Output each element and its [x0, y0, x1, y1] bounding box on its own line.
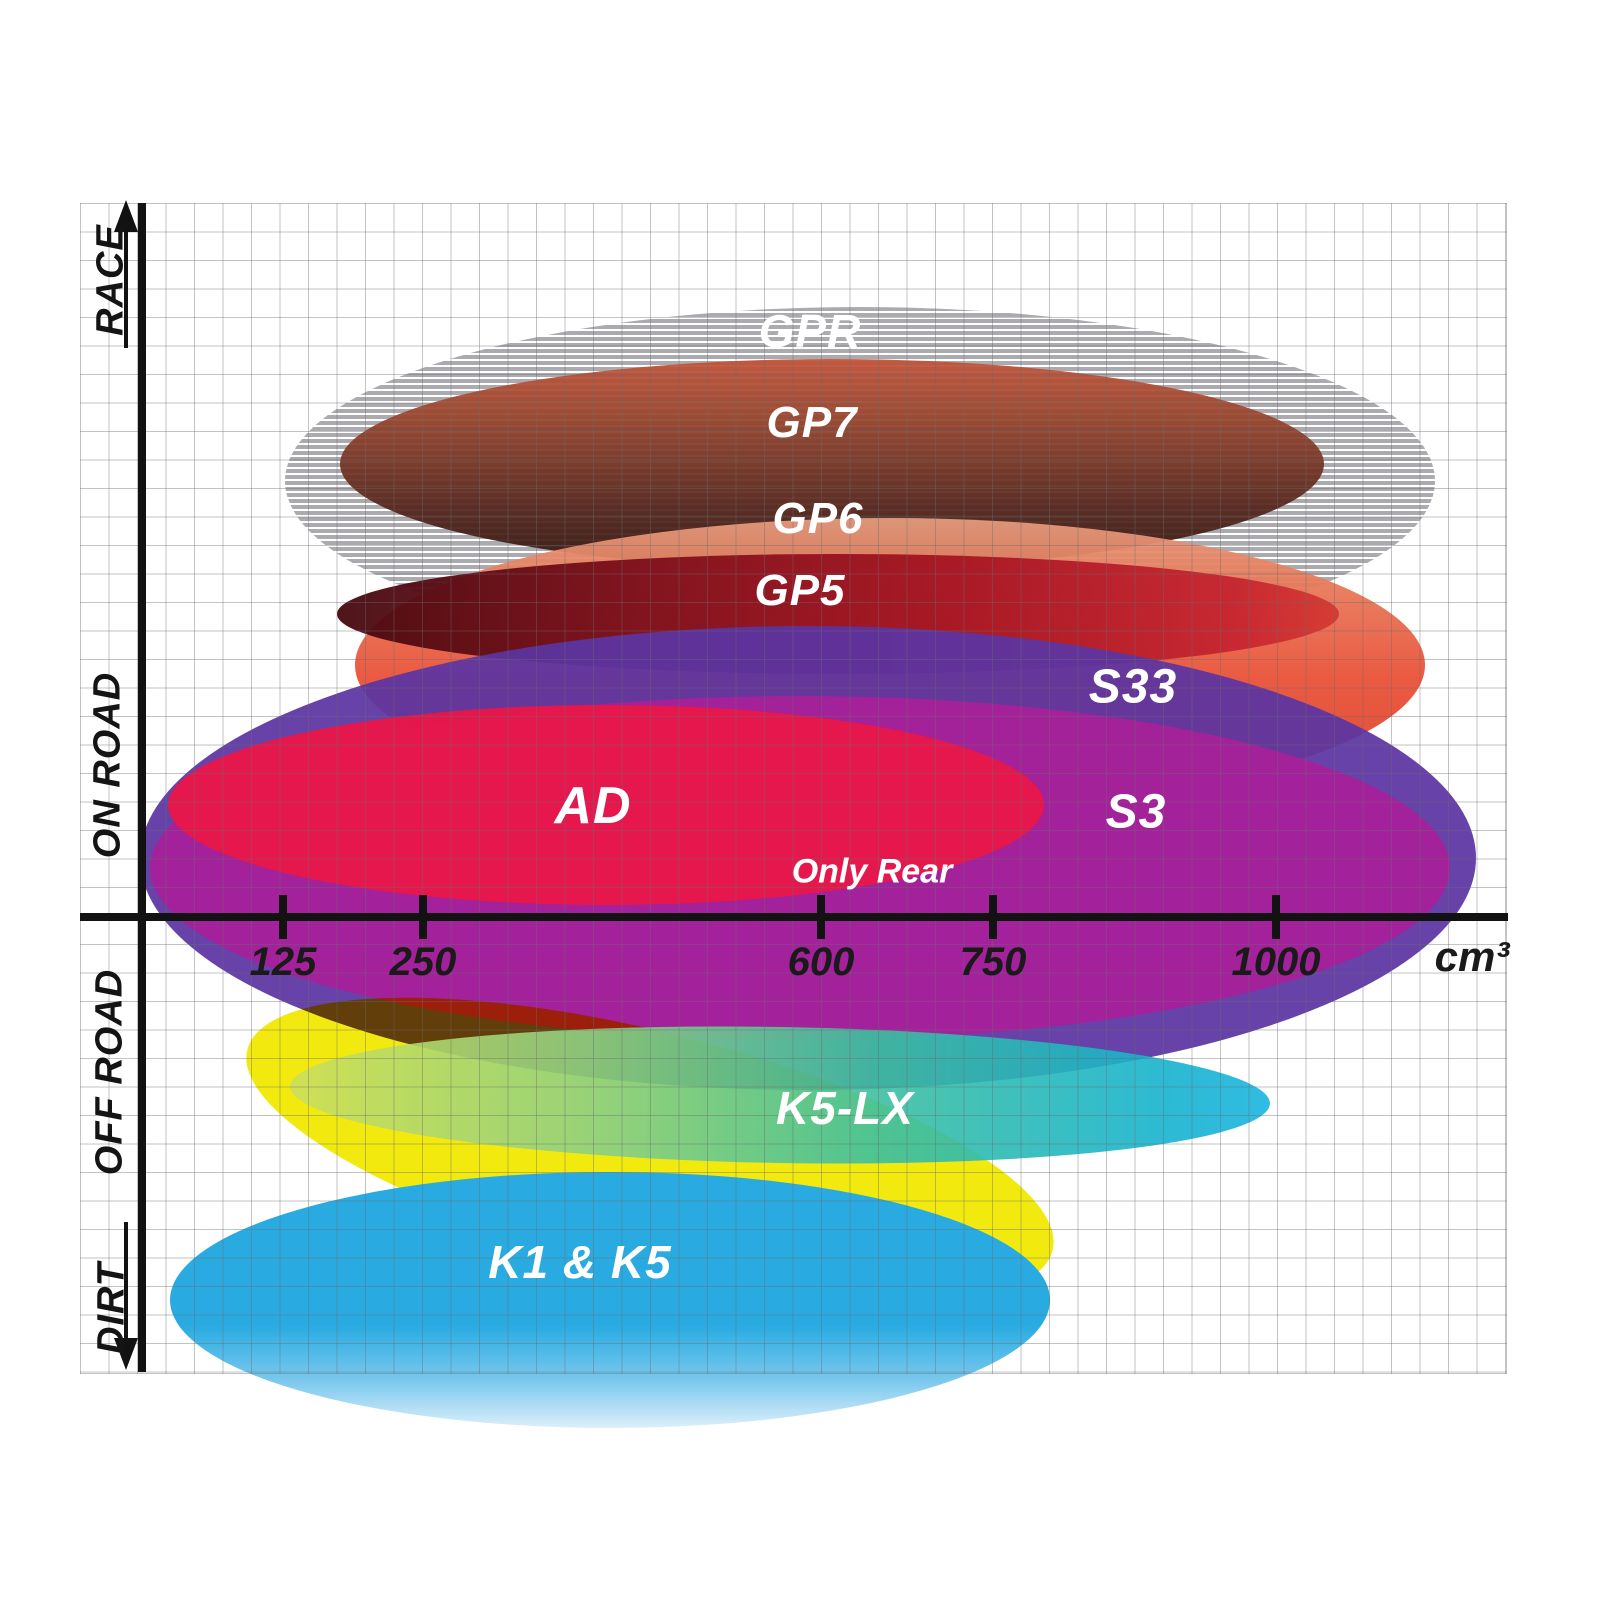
- y-axis-line: [138, 203, 146, 1372]
- region-label-gp7: GP7: [766, 398, 858, 447]
- x-tick-label-1000: 1000: [1231, 940, 1321, 984]
- x-tick-250: [419, 895, 427, 939]
- x-tick-label-250: 250: [389, 940, 457, 984]
- region-label-k1k5: K1 & K5: [488, 1236, 672, 1288]
- x-tick-600: [817, 895, 825, 939]
- x-tick-label-750: 750: [959, 940, 1027, 984]
- axis-arrow-line-down: [124, 1222, 128, 1340]
- y-band-race: RACE: [89, 224, 132, 336]
- y-band-off-road: OFF ROAD: [88, 968, 131, 1176]
- x-axis-line: [80, 913, 1508, 921]
- region-label-ad: AD: [554, 777, 632, 835]
- region-label-gpr: GPR: [758, 305, 862, 357]
- axis-arrow-head-up-icon: [114, 200, 138, 232]
- region-label-gp5: GP5: [754, 566, 846, 615]
- annotation-only-rear: Only Rear: [791, 852, 953, 891]
- x-tick-125: [279, 895, 287, 939]
- axis-arrow-head-down-icon: [114, 1338, 138, 1370]
- x-tick-label-125: 125: [249, 940, 317, 984]
- region-label-s33: S33: [1088, 660, 1178, 714]
- y-band-on-road: ON ROAD: [86, 671, 129, 859]
- x-tick-1000: [1272, 895, 1280, 939]
- region-label-gp6: GP6: [772, 494, 864, 543]
- axis-arrow-line-up: [124, 218, 128, 348]
- x-tick-750: [989, 895, 997, 939]
- y-band-dirt: DIRT: [90, 1262, 133, 1354]
- region-ad: [168, 705, 1044, 905]
- region-label-s3: S3: [1105, 785, 1167, 839]
- x-tick-label-600: 600: [787, 940, 855, 984]
- region-k1k5: [170, 1172, 1050, 1428]
- region-label-k5lx: K5-LX: [776, 1082, 914, 1134]
- x-axis-unit: cm³: [1434, 933, 1510, 980]
